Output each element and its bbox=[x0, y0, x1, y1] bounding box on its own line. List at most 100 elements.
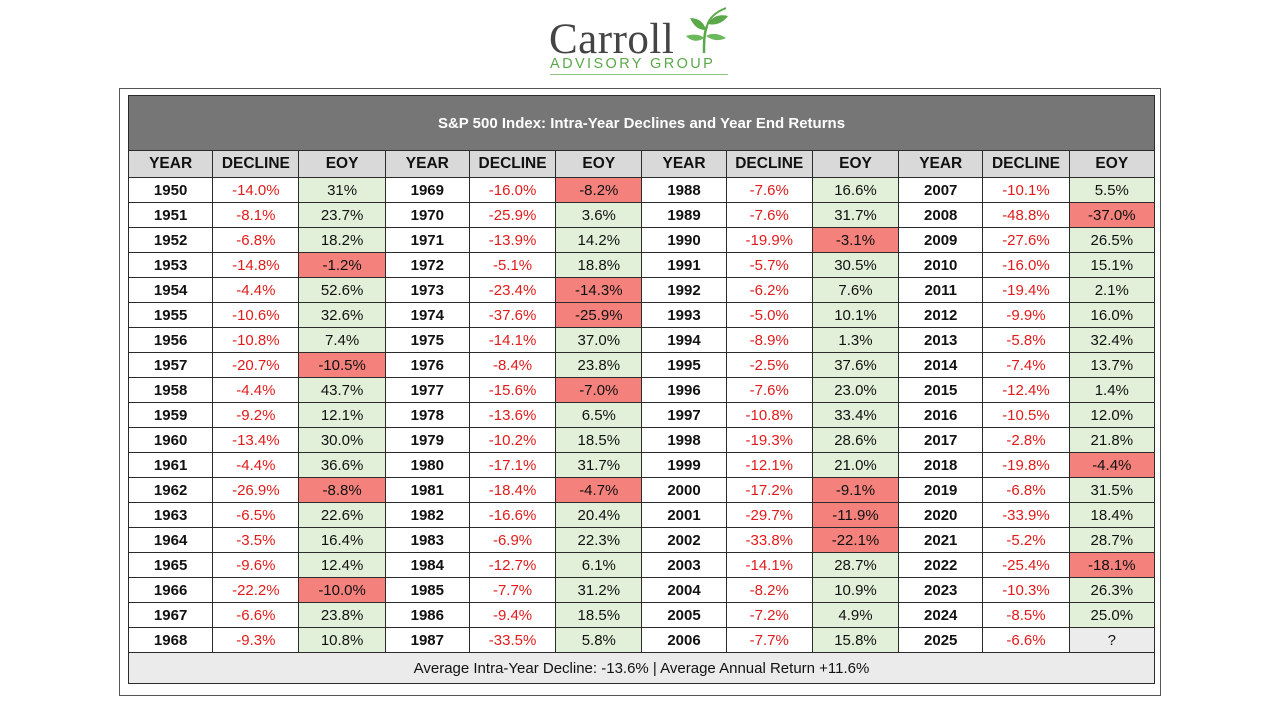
year-cell: 1967 bbox=[127, 602, 214, 628]
returns-table: S&P 500 Index: Intra-Year Declines and Y… bbox=[127, 95, 1156, 684]
decline-cell: -4.4% bbox=[212, 452, 300, 478]
decline-cell: -6.6% bbox=[982, 627, 1070, 653]
eoy-return-cell: 4.9% bbox=[811, 602, 900, 628]
table-footer-summary: Average Intra-Year Decline: -13.6% | Ave… bbox=[128, 652, 1155, 684]
decline-cell: -13.9% bbox=[468, 227, 557, 253]
year-cell: 1981 bbox=[384, 477, 470, 503]
decline-cell: -26.9% bbox=[212, 477, 300, 503]
eoy-return-cell: 22.3% bbox=[555, 527, 643, 553]
year-cell: 2010 bbox=[898, 252, 984, 278]
decline-cell: -13.6% bbox=[468, 402, 557, 428]
decline-cell: -5.0% bbox=[725, 302, 813, 328]
eoy-return-cell: 5.8% bbox=[555, 627, 643, 653]
eoy-return-cell: -25.9% bbox=[555, 302, 643, 328]
table-row: 1959 -9.2% 12.1% 1978 -13.6% 6.5% 1997 -10.8% 33… bbox=[127, 402, 1156, 428]
eoy-return-cell: -3.1% bbox=[811, 227, 900, 253]
decline-cell: -7.4% bbox=[982, 352, 1070, 378]
year-cell: 2017 bbox=[898, 427, 984, 453]
eoy-return-cell: -4.4% bbox=[1068, 452, 1156, 478]
year-cell: 1985 bbox=[384, 577, 470, 603]
decline-cell: -8.4% bbox=[468, 352, 557, 378]
year-cell: 1965 bbox=[127, 552, 214, 578]
year-cell: 1992 bbox=[641, 277, 727, 303]
eoy-return-cell: 18.4% bbox=[1068, 502, 1156, 528]
decline-cell: -10.2% bbox=[468, 427, 557, 453]
year-cell: 1956 bbox=[127, 327, 214, 353]
eoy-return-cell: 2.1% bbox=[1068, 277, 1156, 303]
eoy-return-cell: 52.6% bbox=[298, 277, 386, 303]
decline-cell: -8.9% bbox=[725, 327, 813, 353]
year-cell: 1968 bbox=[127, 627, 214, 653]
decline-cell: -14.1% bbox=[725, 552, 813, 578]
column-header-row: YEAR DECLINE EOY YEAR DECLINE EOY YEAR DECLINE E… bbox=[127, 150, 1156, 178]
year-cell: 1955 bbox=[127, 302, 214, 328]
eoy-return-cell: 21.0% bbox=[811, 452, 900, 478]
decline-cell: -19.8% bbox=[982, 452, 1070, 478]
eoy-return-cell: 3.6% bbox=[555, 202, 643, 228]
logo-subtitle: ADVISORY GROUP bbox=[550, 56, 716, 72]
decline-cell: -18.4% bbox=[468, 477, 557, 503]
decline-cell: -6.9% bbox=[468, 527, 557, 553]
year-cell: 2023 bbox=[898, 577, 984, 603]
eoy-return-cell: -11.9% bbox=[811, 502, 900, 528]
decline-cell: -7.2% bbox=[725, 602, 813, 628]
decline-cell: -12.1% bbox=[725, 452, 813, 478]
eoy-return-cell: 30.0% bbox=[298, 427, 386, 453]
eoy-return-cell: 28.7% bbox=[811, 552, 900, 578]
eoy-return-cell: 37.6% bbox=[811, 352, 900, 378]
year-cell: 1988 bbox=[641, 177, 727, 203]
eoy-return-cell: 31.7% bbox=[555, 452, 643, 478]
eoy-return-cell: -14.3% bbox=[555, 277, 643, 303]
eoy-return-cell: -9.1% bbox=[811, 477, 900, 503]
decline-cell: -15.6% bbox=[468, 377, 557, 403]
year-cell: 2007 bbox=[898, 177, 984, 203]
year-cell: 2003 bbox=[641, 552, 727, 578]
year-cell: 2024 bbox=[898, 602, 984, 628]
table-row: 1967 -6.6% 23.8% 1986 -9.4% 18.5% 2005 -7.2% 4.9… bbox=[127, 602, 1156, 628]
year-cell: 1960 bbox=[127, 427, 214, 453]
eoy-return-cell: 12.1% bbox=[298, 402, 386, 428]
decline-cell: -9.4% bbox=[468, 602, 557, 628]
decline-cell: -6.2% bbox=[725, 277, 813, 303]
eoy-return-cell: 13.7% bbox=[1068, 352, 1156, 378]
eoy-return-cell: -10.0% bbox=[298, 577, 386, 603]
header-year: YEAR bbox=[898, 150, 984, 178]
eoy-return-cell: 26.5% bbox=[1068, 227, 1156, 253]
table-row: 1954 -4.4% 52.6% 1973 -23.4% -14.3% 1992 -6.2% 7… bbox=[127, 277, 1156, 303]
eoy-return-cell: 32.6% bbox=[298, 302, 386, 328]
eoy-return-cell: ? bbox=[1068, 627, 1156, 653]
eoy-return-cell: 32.4% bbox=[1068, 327, 1156, 353]
year-cell: 1989 bbox=[641, 202, 727, 228]
decline-cell: -7.6% bbox=[725, 202, 813, 228]
table-row: 1950 -14.0% 31% 1969 -16.0% -8.2% 1988 -7.6% 16.… bbox=[127, 177, 1156, 203]
decline-cell: -19.9% bbox=[725, 227, 813, 253]
eoy-return-cell: 22.6% bbox=[298, 502, 386, 528]
eoy-return-cell: 36.6% bbox=[298, 452, 386, 478]
decline-cell: -9.2% bbox=[212, 402, 300, 428]
year-cell: 1979 bbox=[384, 427, 470, 453]
eoy-return-cell: -22.1% bbox=[811, 527, 900, 553]
year-cell: 1964 bbox=[127, 527, 214, 553]
header-decline: DECLINE bbox=[725, 150, 813, 178]
eoy-return-cell: 14.2% bbox=[555, 227, 643, 253]
year-cell: 1953 bbox=[127, 252, 214, 278]
decline-cell: -6.5% bbox=[212, 502, 300, 528]
decline-cell: -19.3% bbox=[725, 427, 813, 453]
logo-wordmark: Carroll bbox=[549, 16, 675, 63]
eoy-return-cell: 10.9% bbox=[811, 577, 900, 603]
year-cell: 1970 bbox=[384, 202, 470, 228]
returns-table-wrapper: S&P 500 Index: Intra-Year Declines and Y… bbox=[127, 95, 1156, 684]
eoy-return-cell: -37.0% bbox=[1068, 202, 1156, 228]
year-cell: 2015 bbox=[898, 377, 984, 403]
eoy-return-cell: 31.5% bbox=[1068, 477, 1156, 503]
year-cell: 1962 bbox=[127, 477, 214, 503]
decline-cell: -8.5% bbox=[982, 602, 1070, 628]
year-cell: 1973 bbox=[384, 277, 470, 303]
eoy-return-cell: 23.7% bbox=[298, 202, 386, 228]
year-cell: 1971 bbox=[384, 227, 470, 253]
decline-cell: -37.6% bbox=[468, 302, 557, 328]
table-row: 1960 -13.4% 30.0% 1979 -10.2% 18.5% 1998 -19.3%… bbox=[127, 427, 1156, 453]
table-row: 1953 -14.8% -1.2% 1972 -5.1% 18.8% 1991 -5.7% 30… bbox=[127, 252, 1156, 278]
decline-cell: -3.5% bbox=[212, 527, 300, 553]
eoy-return-cell: 16.6% bbox=[811, 177, 900, 203]
